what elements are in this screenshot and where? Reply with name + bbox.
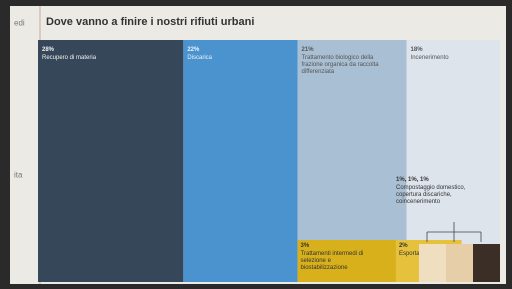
value-label: 1%, 1%, 1% (396, 177, 429, 183)
value-label: 28% (42, 47, 55, 53)
margin-text: ita (14, 171, 23, 180)
value-label: 3% (301, 243, 310, 249)
margin-text: edi (14, 19, 25, 28)
block (183, 40, 297, 282)
block (38, 40, 183, 282)
value-label: 22% (187, 47, 200, 53)
category-label: Discarica (187, 55, 212, 61)
value-label: 18% (411, 47, 424, 53)
chart-title: Dove vanno a finire i nostri rifiuti urb… (46, 16, 254, 28)
category-label: Incenerimento (411, 55, 450, 61)
value-label: 2% (399, 243, 408, 249)
block (419, 244, 446, 282)
block (446, 244, 473, 282)
screenshot: edi ita Dove vanno a finire i nostri rif… (0, 0, 512, 289)
chart: edi ita Dove vanno a finire i nostri rif… (0, 0, 512, 289)
block (473, 244, 500, 282)
category-label: Recupero di materia (42, 55, 97, 61)
value-label: 21% (302, 47, 315, 53)
